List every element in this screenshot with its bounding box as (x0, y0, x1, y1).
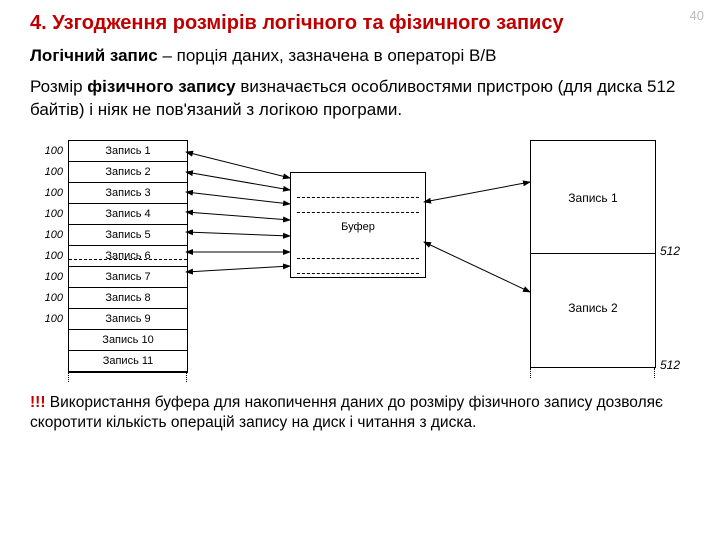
note-mark: !!! (30, 394, 46, 411)
para2-a: Розмір (30, 77, 87, 96)
slide-number: 40 (690, 8, 704, 23)
para1-rest: – порція даних, зазначена в операторі В/… (158, 46, 497, 65)
paragraph-2: Розмір фізичного запису визначається осо… (0, 72, 720, 126)
arrows-svg (0, 132, 720, 387)
para1-bold: Логічний запис (30, 46, 158, 65)
slide-heading: 4. Узгодження розмірів логічного та фізи… (0, 0, 720, 41)
note-text: Використання буфера для накопичення дани… (30, 394, 663, 431)
footer-note: !!! Використання буфера для накопичення … (0, 387, 720, 433)
paragraph-1: Логічний запис – порція даних, зазначена… (0, 41, 720, 72)
para2-bold: фізичного запису (87, 77, 235, 96)
diagram: Запись 1100Запись 2100Запись 3100Запись … (0, 132, 720, 387)
